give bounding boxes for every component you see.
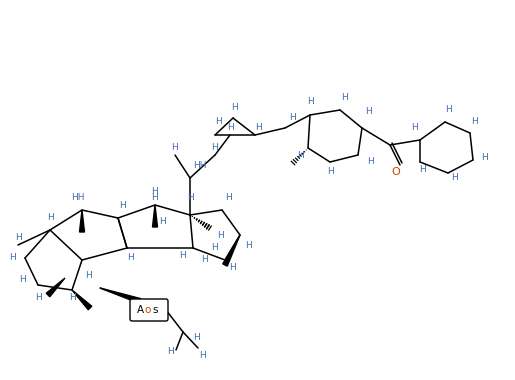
Text: H: H — [245, 241, 251, 250]
Text: H: H — [225, 193, 231, 203]
Text: H: H — [365, 108, 371, 117]
Polygon shape — [152, 205, 158, 227]
Text: H: H — [419, 166, 425, 174]
Polygon shape — [223, 235, 240, 266]
Text: H: H — [151, 193, 159, 203]
Text: H: H — [35, 293, 41, 302]
Text: H: H — [217, 231, 224, 239]
Polygon shape — [72, 290, 92, 310]
Text: H: H — [232, 103, 238, 112]
Text: H: H — [367, 157, 373, 166]
Text: o: o — [145, 305, 151, 315]
Text: H: H — [215, 117, 221, 127]
Text: A: A — [136, 305, 144, 315]
Text: HH: HH — [193, 160, 207, 169]
Text: H: H — [68, 293, 75, 302]
Text: H: H — [167, 347, 174, 356]
Text: H: H — [212, 144, 218, 152]
Text: H: H — [452, 174, 458, 182]
Text: H: H — [472, 117, 478, 127]
FancyBboxPatch shape — [130, 299, 168, 321]
Text: H: H — [212, 244, 218, 252]
Text: H: H — [171, 144, 178, 152]
Text: H: H — [202, 255, 209, 264]
Text: H: H — [297, 150, 303, 160]
Text: H: H — [186, 193, 193, 203]
Text: s: s — [152, 305, 158, 315]
Text: H: H — [288, 114, 296, 122]
Text: H: H — [229, 263, 235, 272]
Text: H: H — [151, 187, 159, 196]
Text: H: H — [327, 168, 333, 176]
Text: H: H — [200, 350, 207, 359]
Text: O: O — [391, 167, 400, 177]
Text: H: H — [254, 124, 262, 133]
Text: H: H — [179, 250, 185, 260]
Polygon shape — [46, 278, 65, 297]
Text: H: H — [411, 124, 418, 133]
Text: H: H — [480, 154, 487, 163]
Text: HH: HH — [71, 193, 85, 203]
Text: H: H — [306, 98, 313, 106]
Text: H: H — [14, 233, 22, 242]
Text: H: H — [159, 217, 165, 226]
Text: H: H — [19, 276, 25, 285]
Text: H: H — [341, 93, 348, 103]
Text: H: H — [9, 253, 15, 263]
Text: H: H — [47, 214, 54, 223]
Text: H: H — [227, 124, 233, 133]
Text: H: H — [84, 271, 91, 280]
Text: H: H — [444, 106, 451, 114]
Polygon shape — [79, 210, 84, 232]
Text: H: H — [127, 253, 133, 263]
Text: H: H — [118, 201, 125, 209]
Text: H: H — [193, 334, 199, 342]
Polygon shape — [100, 288, 141, 303]
